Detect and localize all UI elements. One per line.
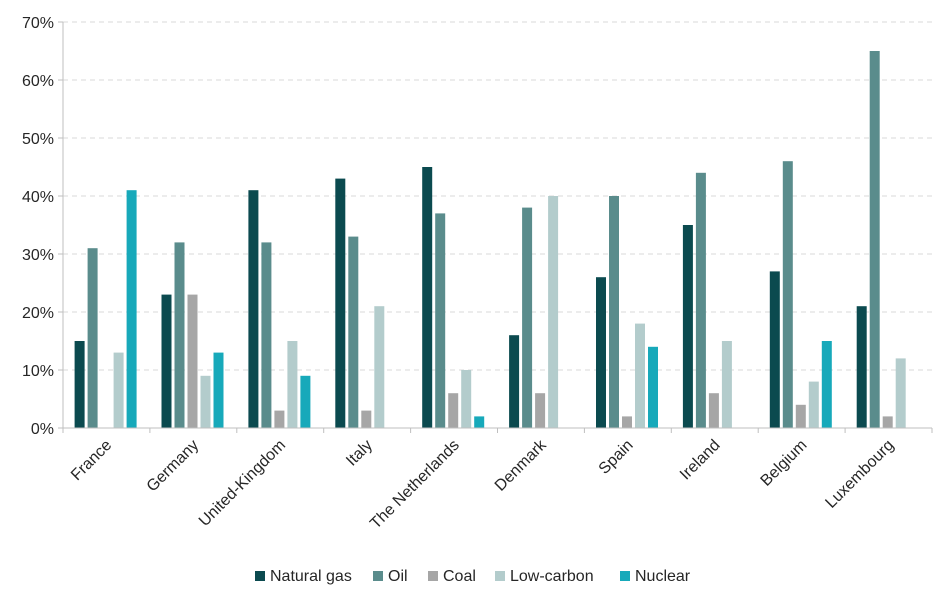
x-category-label: Spain xyxy=(596,437,637,478)
legend-item-nuclear: Nuclear xyxy=(620,568,691,585)
y-tick-label: 40% xyxy=(22,189,54,206)
bar-natural-gas-the-netherlands xyxy=(422,167,433,428)
bar-coal-spain xyxy=(622,416,632,428)
y-tick-label: 20% xyxy=(22,305,54,322)
bar-low-carbon-france xyxy=(113,352,124,428)
y-tick-label: 60% xyxy=(22,73,54,90)
bar-nuclear-spain xyxy=(648,346,658,428)
bar-oil-italy xyxy=(348,236,359,428)
legend-swatch xyxy=(495,571,505,581)
legend-swatch xyxy=(620,571,630,581)
legend: Natural gas Oil Coal Low-carbon Nuclear xyxy=(255,568,691,585)
legend-item-natural-gas: Natural gas xyxy=(255,568,352,585)
bar-nuclear-united-kingdom xyxy=(300,375,311,428)
legend-item-oil: Oil xyxy=(373,568,408,585)
legend-label: Oil xyxy=(388,568,408,585)
bar-coal-belgium xyxy=(795,404,806,428)
legend-label: Nuclear xyxy=(635,568,691,585)
x-category-label: France xyxy=(68,437,115,484)
bar-natural-gas-united-kingdom xyxy=(248,190,259,428)
legend-label: Coal xyxy=(443,568,476,585)
y-tick-label: 0% xyxy=(31,421,54,438)
bar-natural-gas-france xyxy=(74,341,85,428)
bar-coal-italy xyxy=(361,410,372,428)
bar-natural-gas-germany xyxy=(161,294,172,428)
x-category-label: Italy xyxy=(343,437,376,470)
bar-oil-france xyxy=(87,248,98,428)
bar-nuclear-the-netherlands xyxy=(474,416,485,428)
x-category-label: Germany xyxy=(144,437,203,496)
bar-natural-gas-italy xyxy=(335,178,346,428)
bar-low-carbon-the-netherlands xyxy=(461,370,472,428)
bar-oil-germany xyxy=(174,242,185,428)
y-tick-label: 10% xyxy=(22,363,54,380)
x-category-label: Belgium xyxy=(758,437,811,490)
bar-nuclear-france xyxy=(126,190,137,428)
bar-natural-gas-belgium xyxy=(769,271,780,428)
bar-coal-germany xyxy=(187,294,198,428)
bar-nuclear-germany xyxy=(213,352,224,428)
bar-nuclear-belgium xyxy=(821,341,832,428)
bar-oil-united-kingdom xyxy=(261,242,272,428)
bar-low-carbon-belgium xyxy=(808,381,819,428)
y-tick-labels: 0% 10% 20% 30% 40% 50% 60% 70% xyxy=(22,15,54,438)
legend-item-low-carbon: Low-carbon xyxy=(495,568,594,585)
bar-low-carbon-germany xyxy=(200,375,211,428)
bar-natural-gas-denmark xyxy=(509,335,520,428)
bar-oil-belgium xyxy=(782,161,793,428)
x-category-label: Ireland xyxy=(677,437,724,484)
bar-natural-gas-ireland xyxy=(682,225,693,428)
y-tick-label: 70% xyxy=(22,15,54,32)
bar-low-carbon-luxembourg xyxy=(895,358,906,428)
bar-oil-denmark xyxy=(522,207,533,428)
legend-item-coal: Coal xyxy=(428,568,476,585)
legend-swatch xyxy=(255,571,265,581)
bar-low-carbon-ireland xyxy=(721,341,732,428)
bar-coal-the-netherlands xyxy=(448,393,459,428)
x-category-label: Denmark xyxy=(492,436,551,495)
bar-coal-ireland xyxy=(708,393,719,428)
bar-coal-denmark xyxy=(535,393,546,428)
y-tick-label: 30% xyxy=(22,247,54,264)
bar-low-carbon-italy xyxy=(374,306,385,428)
x-category-label: United-Kingdom xyxy=(196,437,289,530)
x-category-label: Luxembourg xyxy=(822,437,897,512)
x-category-label: The Netherlands xyxy=(367,437,463,533)
legend-swatch xyxy=(428,571,438,581)
bar-natural-gas-spain xyxy=(596,277,606,428)
bar-oil-luxembourg xyxy=(869,51,880,428)
legend-swatch xyxy=(373,571,383,581)
bars xyxy=(74,51,906,428)
bar-low-carbon-united-kingdom xyxy=(287,341,298,428)
legend-label: Natural gas xyxy=(270,568,352,585)
bar-low-carbon-denmark xyxy=(548,196,559,428)
bar-coal-luxembourg xyxy=(882,416,893,428)
bar-coal-united-kingdom xyxy=(274,410,285,428)
bar-oil-ireland xyxy=(695,172,706,428)
legend-label: Low-carbon xyxy=(510,568,594,585)
gridlines xyxy=(63,21,932,371)
bar-low-carbon-spain xyxy=(635,323,645,428)
bar-natural-gas-luxembourg xyxy=(856,306,867,428)
bar-oil-the-netherlands xyxy=(435,213,446,428)
axes xyxy=(58,21,933,433)
y-tick-label: 50% xyxy=(22,131,54,148)
bar-oil-spain xyxy=(609,196,619,428)
